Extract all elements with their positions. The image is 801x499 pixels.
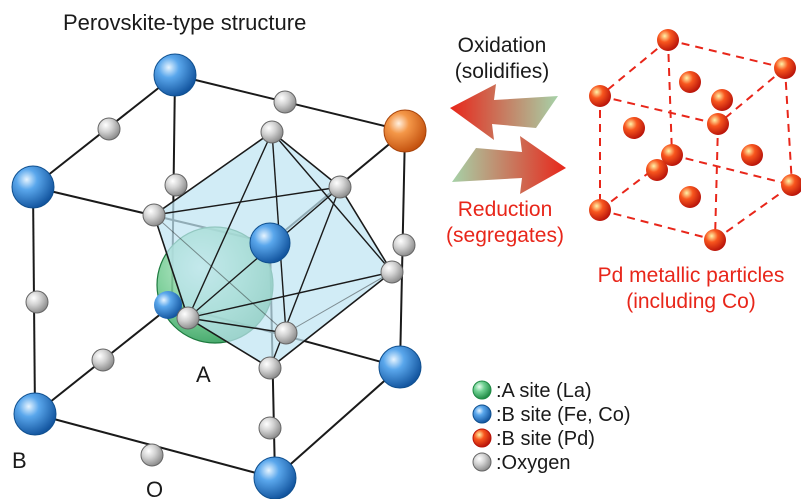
oxygen-atom [258, 416, 282, 440]
pd-particle [781, 174, 801, 196]
b-site-sphere [153, 53, 197, 97]
b-site-sphere [13, 392, 57, 436]
oxygen-atom [91, 348, 115, 372]
b-site-sphere [253, 456, 297, 499]
pd-particle [741, 144, 763, 166]
pd-particle [679, 186, 701, 208]
b-site-sphere [154, 291, 182, 319]
b-site-sphere-orange [383, 109, 427, 153]
reduction-arrow [452, 136, 566, 194]
pd-particle [646, 159, 668, 181]
oxygen-atom [140, 443, 164, 467]
b-site-sphere [378, 345, 422, 389]
oxygen-atom [164, 173, 188, 197]
legend-item-b-site-pd: :B site (Pd) [472, 428, 595, 450]
label-b-site: B [12, 448, 27, 473]
oxygen-atom [258, 356, 282, 380]
oxygen-atom [176, 306, 200, 330]
diagram-title: Perovskite-type structure [63, 10, 306, 35]
legend-label: :Oxygen [496, 452, 570, 474]
reduction-label: Reduction [458, 198, 553, 221]
b-site-sphere [11, 165, 55, 209]
legend-label: :B site (Pd) [496, 428, 595, 450]
pd-particle [657, 29, 679, 51]
redox-process: Oxidation (solidifies) Reduction (segreg… [446, 34, 566, 247]
pd-particle [704, 229, 726, 251]
pd-particle [711, 89, 733, 111]
pd-particle [589, 85, 611, 107]
octahedron-oxygen-atoms [142, 120, 404, 380]
oxidation-label: Oxidation [458, 34, 547, 57]
pd-particle-cube: Pd metallic particles (including Co) [589, 29, 801, 313]
oxygen-atom [380, 260, 404, 284]
pd-particle [774, 57, 796, 79]
oxygen-atom [25, 290, 49, 314]
oxygen-atom [142, 203, 166, 227]
pd-particle [589, 199, 611, 221]
b-site-legend-swatch [472, 404, 492, 424]
legend-label: :B site (Fe, Co) [496, 404, 630, 426]
pd-legend-swatch [472, 428, 492, 448]
legend: :A site (La) :B site (Fe, Co) :B site (P… [472, 380, 630, 474]
oxygen-legend-swatch [472, 452, 492, 472]
pd-cube-edges [599, 39, 793, 241]
pd-particles-title: Pd metallic particles [598, 264, 785, 287]
reduction-note: (segregates) [446, 224, 564, 247]
oxygen-atom [260, 120, 284, 144]
legend-item-b-site-fe-co: :B site (Fe, Co) [472, 404, 630, 426]
oxygen-atom [392, 233, 416, 257]
pd-particle [623, 117, 645, 139]
oxidation-note: (solidifies) [455, 60, 550, 83]
corner-b-site-atoms [11, 53, 427, 499]
pd-particle [679, 71, 701, 93]
b-site-sphere [249, 222, 291, 264]
oxidation-arrow [450, 84, 558, 140]
legend-item-a-site: :A site (La) [472, 380, 592, 402]
oxygen-atom [328, 175, 352, 199]
edge-oxygen-atoms [25, 90, 416, 467]
legend-item-oxygen: :Oxygen [472, 452, 570, 474]
label-a-site: A [196, 362, 211, 387]
pd-particle [661, 144, 683, 166]
oxygen-atom [97, 117, 121, 141]
a-site-legend-swatch [472, 380, 492, 400]
pd-particle [707, 113, 729, 135]
pd-particles [589, 29, 801, 251]
perovskite-unit-cell: Perovskite-type structure A B O [11, 10, 427, 499]
oxygen-atom [274, 321, 298, 345]
legend-label: :A site (La) [496, 380, 592, 402]
label-oxygen: O [146, 477, 163, 499]
oxygen-atom [273, 90, 297, 114]
pd-particles-note: (including Co) [626, 290, 756, 313]
